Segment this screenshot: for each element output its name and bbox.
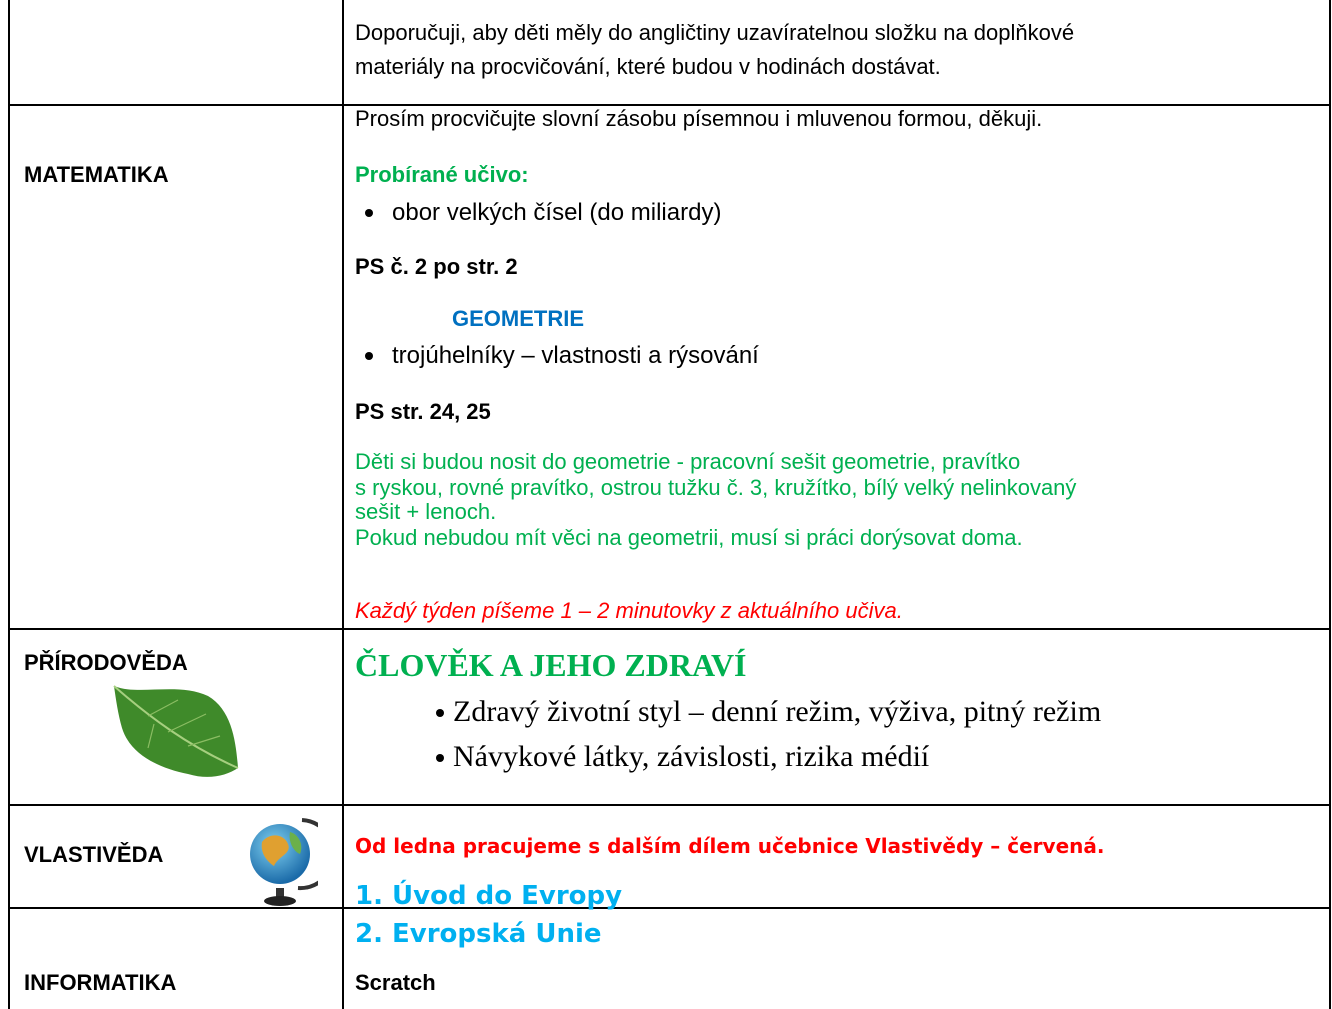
table-border [1329,0,1331,1009]
subject: PŘÍRODOVĚDA [24,650,188,675]
topic: 1. Úvod do Evropy [355,881,623,911]
paragraph-line: Pokud nebudou mít věci na geometrii, mus… [355,525,1023,550]
bullet [436,754,444,762]
row-border [8,907,1331,909]
subject: VLASTIVĚDA [24,842,164,867]
bullet [365,352,373,360]
list-item: Zdravý životní styl – denní režim, výživ… [453,695,1102,728]
list-item: obor velkých čísel (do miliardy) [392,199,722,226]
row-border [8,804,1331,806]
topic: 2. Evropská Unie [355,919,602,949]
subheading: GEOMETRIE [452,306,585,331]
note: PS str. 24, 25 [355,399,491,424]
paragraph-line: s ryskou, rovné pravítko, ostrou tužku č… [355,475,1077,500]
content: Scratch [355,970,436,995]
paragraph: Prosím procvičujte slovní zásobu písemno… [355,106,1043,131]
globe-icon [250,818,318,906]
paragraph-line: Děti si budou nosit do geometrie - praco… [355,449,1021,474]
note: PS č. 2 po str. 2 [355,254,518,279]
leaf-icon [113,685,239,777]
table-border [8,0,10,1009]
paragraph-line: sešit + lenoch. [355,499,497,524]
paragraph-line: materiály na procvičování, které budou v… [355,54,941,79]
list-item: Návykové látky, závislosti, rizika médií [453,740,930,773]
paragraph-line: Doporučuji, aby děti měly do angličtiny … [355,20,1075,45]
bullet [436,709,444,717]
row-border [8,628,1331,630]
notice: Od ledna pracujeme s dalším dílem učebni… [355,834,1105,858]
subject: MATEMATIKA [24,162,169,187]
subject: INFORMATIKA [24,970,177,995]
list-item: trojúhelníky – vlastnosti a rýsování [392,342,759,369]
heading: Probírané učivo: [355,162,529,187]
column-border [342,0,344,1009]
heading: ČLOVĚK A JEHO ZDRAVÍ [355,647,747,683]
bullet [365,209,373,217]
row-border [8,104,1331,106]
italic-note: Každý týden píšeme 1 – 2 minutovky z akt… [355,598,903,623]
